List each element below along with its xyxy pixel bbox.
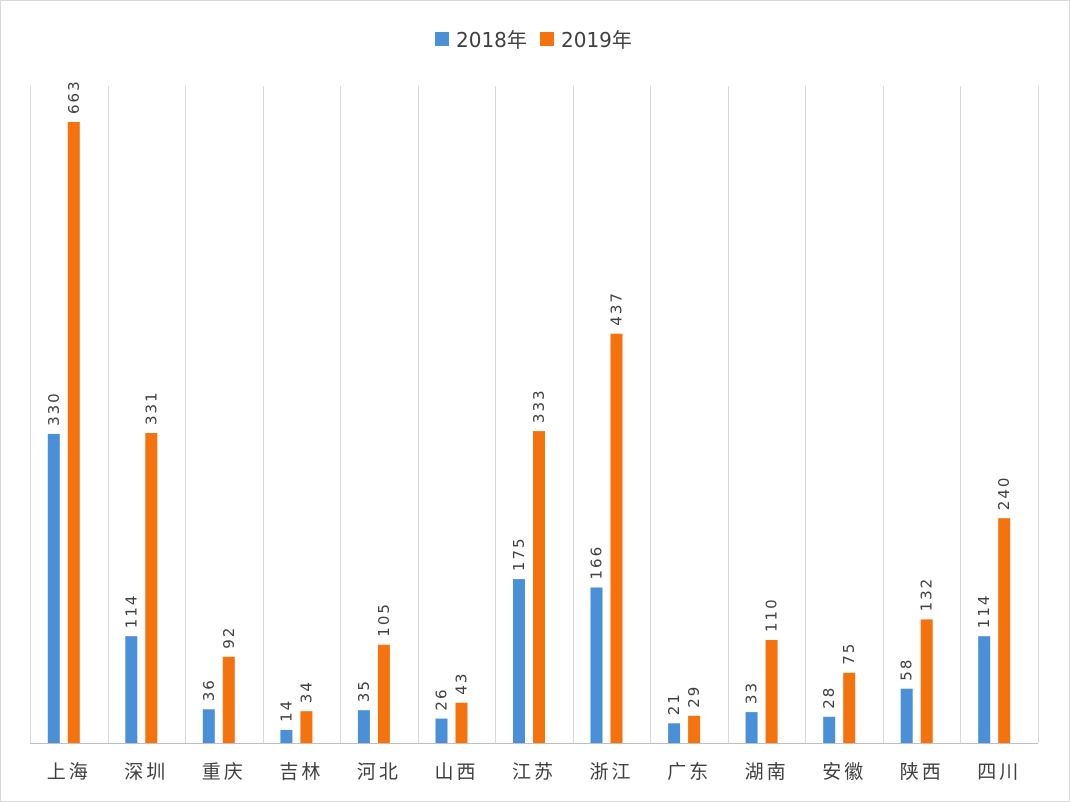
- data-label: 43: [453, 672, 471, 695]
- data-label: 34: [297, 680, 315, 703]
- category-label: 吉林: [279, 761, 323, 783]
- data-label: 28: [820, 686, 838, 709]
- bar: [920, 619, 933, 743]
- bar: [900, 688, 913, 743]
- bar: [978, 636, 991, 743]
- category-label: 深圳: [124, 761, 168, 783]
- bar: [377, 644, 390, 743]
- bar: [533, 431, 545, 743]
- bar: [823, 716, 836, 743]
- category-label: 四川: [977, 761, 1021, 783]
- category-label: 广东: [667, 761, 711, 783]
- bar: [280, 729, 293, 743]
- data-label: 110: [763, 597, 781, 632]
- category-label: 湖南: [745, 761, 789, 783]
- data-label: 14: [277, 699, 295, 722]
- data-label: 29: [685, 685, 703, 708]
- data-label: 26: [433, 688, 451, 711]
- legend: 2018年 2019年: [435, 28, 632, 52]
- data-label: 437: [608, 291, 626, 326]
- data-label: 75: [840, 642, 858, 665]
- bar: [668, 723, 681, 743]
- category-label: 山西: [434, 761, 478, 783]
- data-label: 105: [375, 602, 393, 637]
- data-label: 240: [995, 476, 1013, 511]
- data-label: 333: [530, 388, 548, 423]
- data-label: 175: [510, 536, 528, 571]
- data-label: 114: [975, 594, 993, 629]
- bar: [455, 702, 468, 743]
- bar: [47, 433, 60, 743]
- data-label: 330: [45, 391, 63, 426]
- data-label: 663: [65, 79, 83, 114]
- bar: [745, 712, 758, 743]
- bar: [202, 709, 215, 743]
- data-label: 166: [588, 545, 606, 580]
- data-label: 132: [918, 577, 936, 612]
- data-label: 21: [665, 692, 683, 715]
- gridlines: [30, 86, 1039, 744]
- bar: [513, 579, 525, 743]
- bar: [145, 433, 158, 743]
- bar: [435, 718, 448, 743]
- bar: [67, 122, 80, 743]
- category-label: 上海: [47, 761, 91, 783]
- legend-label: 2018年: [456, 28, 527, 52]
- bar: [998, 518, 1011, 743]
- category-label: 安徽: [822, 761, 866, 783]
- data-label: 92: [220, 626, 238, 649]
- data-label: 33: [743, 681, 761, 704]
- data-label: 36: [200, 678, 218, 701]
- bar: [610, 333, 623, 743]
- bar: [843, 672, 856, 743]
- legend-label: 2019年: [561, 28, 632, 52]
- category-label: 江苏: [512, 761, 556, 783]
- category-label: 陕西: [900, 761, 944, 783]
- bar: [357, 710, 370, 743]
- bar: [765, 640, 778, 743]
- category-labels: 上海 深圳 重庆 吉林 河北 山西 江苏 浙江 广东 湖南 安徽 陕西 四川: [47, 761, 1021, 783]
- category-label: 重庆: [202, 761, 246, 783]
- category-label: 浙江: [589, 761, 633, 783]
- legend-swatch: [435, 32, 449, 46]
- bars: [47, 122, 1011, 743]
- data-label: 331: [142, 390, 160, 425]
- bar: [300, 711, 313, 743]
- data-label: 35: [355, 679, 373, 702]
- category-label: 河北: [357, 761, 401, 783]
- data-label: 58: [898, 658, 916, 681]
- bar: [590, 587, 603, 743]
- bar: [125, 636, 138, 743]
- bar: [688, 715, 701, 743]
- data-label: 114: [122, 594, 140, 629]
- legend-swatch: [540, 32, 554, 46]
- bar: [222, 656, 235, 743]
